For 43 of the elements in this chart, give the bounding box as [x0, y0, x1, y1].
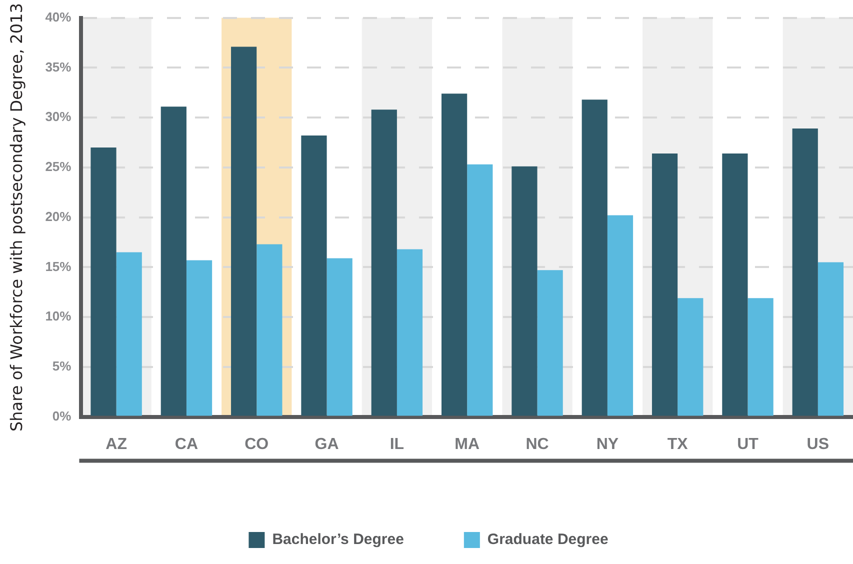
bar [326, 258, 352, 416]
y-tick-label: 10% [45, 308, 72, 324]
bar [442, 94, 468, 416]
y-tick-label: 0% [52, 408, 72, 424]
bar [722, 153, 748, 416]
bar [792, 128, 818, 416]
y-tick-label: 25% [45, 159, 72, 174]
bar [396, 249, 423, 416]
x-tick-label: UT [737, 436, 759, 453]
bar [116, 252, 142, 416]
bar [186, 260, 212, 416]
y-tick-label: 40% [45, 9, 72, 24]
y-tick-label: 35% [45, 59, 72, 74]
y-tick-label: 15% [45, 258, 72, 274]
bar [512, 166, 538, 416]
y-tick-label: 30% [45, 109, 72, 124]
bar [256, 244, 282, 416]
bar [678, 298, 704, 416]
bar [607, 215, 634, 416]
x-tick-label: TX [667, 436, 688, 453]
x-tick-label: AZ [106, 436, 128, 453]
x-tick-label: US [806, 436, 830, 453]
x-tick-label: IL [390, 436, 404, 453]
x-tick-label: CO [244, 436, 269, 453]
bar [467, 164, 493, 416]
bar [537, 270, 563, 416]
y-tick-label: 5% [52, 358, 72, 374]
bar [582, 100, 608, 416]
bar [748, 298, 774, 416]
y-axis-title: Share of Workforce with postsecondary Degree, 2013 [6, 3, 26, 432]
bar [818, 262, 844, 416]
x-tick-label: GA [314, 436, 340, 453]
legend-label: Graduate Degree [487, 531, 608, 548]
bar [90, 147, 116, 416]
bar [652, 153, 678, 416]
x-tick-label: NC [526, 436, 550, 453]
legend-label: Bachelor’s Degree [272, 531, 404, 548]
x-tick-label: MA [454, 436, 480, 453]
x-tick-label: CA [174, 436, 198, 453]
x-tick-label: NY [596, 436, 619, 453]
bar [160, 106, 186, 416]
bar [301, 136, 327, 416]
y-tick-label: 20% [45, 208, 72, 224]
